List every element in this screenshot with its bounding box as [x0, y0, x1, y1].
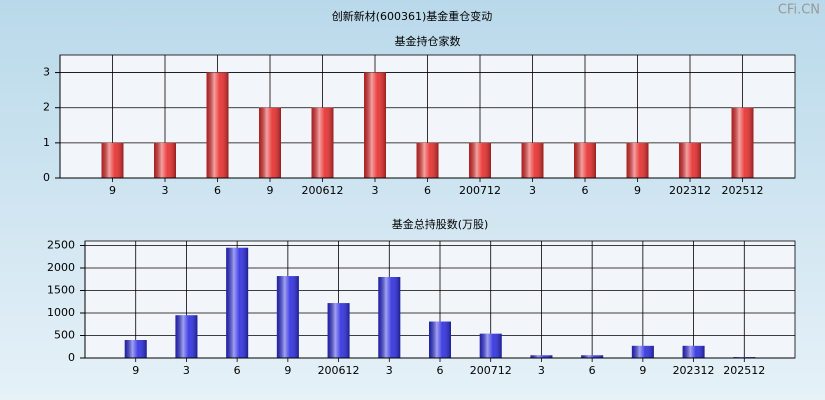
x-tick-label: 9 — [132, 364, 139, 377]
y-tick-label: 2500 — [47, 239, 75, 252]
y-tick-label: 0 — [68, 351, 75, 364]
y-tick-label: 1500 — [47, 284, 75, 297]
y-tick-label: 2 — [43, 101, 50, 114]
bar-shine — [154, 142, 176, 178]
x-tick-label: 6 — [589, 364, 596, 377]
bar-shine — [626, 142, 649, 178]
x-tick-label: 202512 — [723, 364, 765, 377]
bar-shine — [311, 107, 334, 178]
bar-shine — [682, 345, 705, 358]
bar-shine — [521, 142, 544, 178]
x-tick-label: 9 — [267, 184, 274, 197]
y-tick-label: 2000 — [47, 261, 75, 274]
x-tick-label: 3 — [529, 184, 536, 197]
y-tick-label: 3 — [43, 66, 50, 79]
bar-shine — [479, 333, 502, 358]
bar-shine — [101, 142, 124, 178]
x-tick-label: 3 — [372, 184, 379, 197]
x-tick-label: 200612 — [302, 184, 344, 197]
bar-shine — [206, 72, 229, 178]
x-tick-label: 200712 — [470, 364, 512, 377]
chart-title: 基金总持股数(万股) — [392, 217, 489, 231]
x-tick-label: 3 — [162, 184, 169, 197]
x-tick-label: 200612 — [318, 364, 360, 377]
bar-shine — [679, 142, 701, 178]
bar-shine — [731, 107, 754, 178]
bar-shine — [631, 345, 654, 358]
x-tick-label: 202312 — [669, 184, 711, 197]
x-tick-label: 9 — [284, 364, 291, 377]
bar-shine — [581, 355, 604, 358]
x-tick-label: 202312 — [673, 364, 715, 377]
bar-shine — [429, 321, 451, 358]
chart-title: 基金持仓家数 — [395, 34, 461, 48]
x-tick-label: 202512 — [722, 184, 764, 197]
bar-shine — [364, 72, 386, 178]
bar-shine — [378, 277, 401, 358]
bar-shine — [124, 340, 147, 358]
x-tick-label: 3 — [386, 364, 393, 377]
x-tick-label: 9 — [639, 364, 646, 377]
x-tick-label: 200712 — [459, 184, 501, 197]
x-tick-label: 6 — [424, 184, 431, 197]
bar-shine — [469, 142, 491, 178]
bar-shine — [259, 107, 281, 178]
y-tick-label: 1000 — [47, 306, 75, 319]
bar-shine — [327, 303, 350, 358]
x-tick-label: 3 — [538, 364, 545, 377]
y-tick-label: 500 — [54, 329, 75, 342]
y-tick-label: 0 — [43, 171, 50, 184]
x-tick-label: 9 — [109, 184, 116, 197]
bar-shine — [226, 247, 249, 358]
x-tick-label: 6 — [214, 184, 221, 197]
x-tick-label: 3 — [183, 364, 190, 377]
bar-shine — [574, 142, 596, 178]
x-tick-label: 6 — [234, 364, 241, 377]
x-tick-label: 6 — [582, 184, 589, 197]
y-tick-label: 1 — [43, 136, 50, 149]
bar-shine — [416, 142, 439, 178]
bar-shine — [276, 276, 299, 358]
x-tick-label: 9 — [634, 184, 641, 197]
bar-shine — [530, 355, 553, 358]
page-title: 创新新材(600361)基金重仓变动 — [332, 9, 493, 23]
x-tick-label: 6 — [437, 364, 444, 377]
bar-shine — [175, 315, 198, 358]
watermark: CFi.CN — [778, 3, 820, 18]
